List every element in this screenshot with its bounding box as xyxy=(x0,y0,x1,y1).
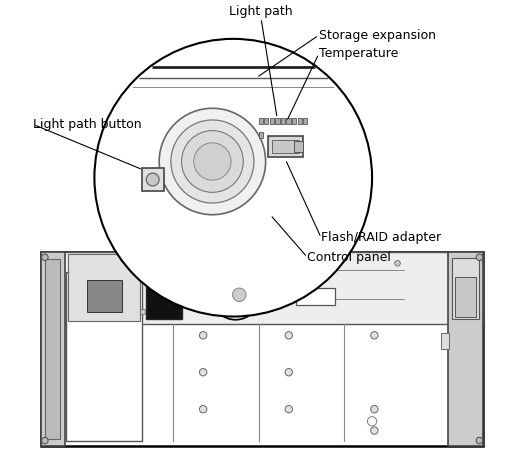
Circle shape xyxy=(199,369,207,376)
FancyBboxPatch shape xyxy=(68,254,140,322)
FancyBboxPatch shape xyxy=(264,118,268,124)
FancyBboxPatch shape xyxy=(455,277,476,317)
FancyBboxPatch shape xyxy=(294,141,303,152)
Text: Light path button: Light path button xyxy=(33,118,142,131)
Circle shape xyxy=(476,254,483,260)
FancyBboxPatch shape xyxy=(303,118,307,124)
Circle shape xyxy=(371,405,378,413)
FancyBboxPatch shape xyxy=(265,291,267,294)
FancyBboxPatch shape xyxy=(441,333,449,349)
Circle shape xyxy=(316,260,322,266)
Circle shape xyxy=(371,427,378,434)
FancyBboxPatch shape xyxy=(259,132,263,138)
FancyBboxPatch shape xyxy=(452,258,479,319)
FancyBboxPatch shape xyxy=(268,136,303,157)
FancyBboxPatch shape xyxy=(259,118,263,124)
FancyBboxPatch shape xyxy=(287,118,291,124)
Circle shape xyxy=(94,39,372,316)
Circle shape xyxy=(140,309,146,315)
FancyBboxPatch shape xyxy=(273,291,275,294)
Circle shape xyxy=(171,120,254,203)
Circle shape xyxy=(194,143,231,180)
Text: Storage expansion: Storage expansion xyxy=(319,28,436,41)
FancyBboxPatch shape xyxy=(275,118,279,124)
FancyBboxPatch shape xyxy=(270,118,274,124)
Circle shape xyxy=(285,405,292,413)
FancyBboxPatch shape xyxy=(448,252,483,446)
Circle shape xyxy=(182,130,243,192)
FancyBboxPatch shape xyxy=(88,280,122,312)
Circle shape xyxy=(395,260,400,266)
Circle shape xyxy=(285,332,292,339)
FancyBboxPatch shape xyxy=(262,291,264,294)
FancyBboxPatch shape xyxy=(41,252,483,324)
FancyBboxPatch shape xyxy=(141,168,164,191)
FancyBboxPatch shape xyxy=(281,118,285,124)
Circle shape xyxy=(199,332,207,339)
FancyBboxPatch shape xyxy=(298,118,302,124)
FancyBboxPatch shape xyxy=(267,291,269,294)
Circle shape xyxy=(211,272,259,320)
FancyBboxPatch shape xyxy=(276,291,278,294)
Text: Temperature: Temperature xyxy=(319,47,398,60)
Circle shape xyxy=(214,260,220,266)
Circle shape xyxy=(199,405,207,413)
FancyBboxPatch shape xyxy=(270,291,272,294)
Circle shape xyxy=(232,288,246,302)
Circle shape xyxy=(159,108,266,215)
Text: Control panel: Control panel xyxy=(307,251,391,264)
Circle shape xyxy=(42,437,48,444)
Circle shape xyxy=(476,437,483,444)
Circle shape xyxy=(42,254,48,260)
FancyBboxPatch shape xyxy=(41,252,483,446)
FancyBboxPatch shape xyxy=(292,118,296,124)
FancyBboxPatch shape xyxy=(295,288,335,305)
FancyBboxPatch shape xyxy=(146,261,182,319)
FancyBboxPatch shape xyxy=(45,259,60,439)
FancyBboxPatch shape xyxy=(271,140,299,153)
Circle shape xyxy=(226,281,253,308)
Text: Flash/RAID adapter: Flash/RAID adapter xyxy=(321,231,441,244)
FancyBboxPatch shape xyxy=(41,252,65,446)
FancyBboxPatch shape xyxy=(279,291,280,294)
Circle shape xyxy=(367,417,377,426)
Circle shape xyxy=(285,369,292,376)
Circle shape xyxy=(371,332,378,339)
FancyBboxPatch shape xyxy=(66,272,142,441)
Text: Light path: Light path xyxy=(229,5,293,18)
Circle shape xyxy=(146,173,159,186)
